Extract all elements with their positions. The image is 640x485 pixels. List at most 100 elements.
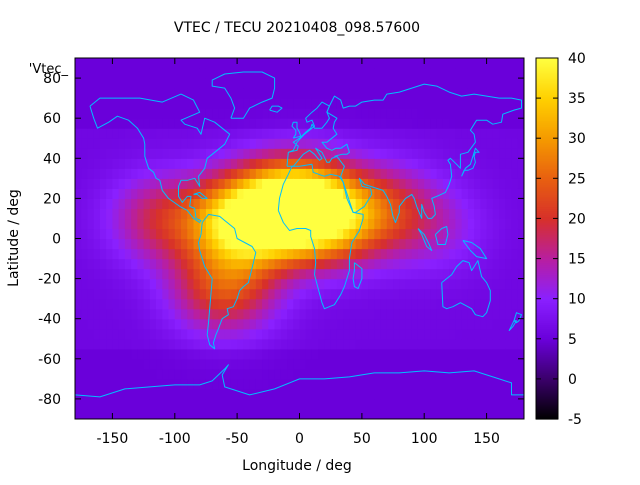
heatmap-cell bbox=[274, 68, 282, 79]
heatmap-cell bbox=[436, 238, 444, 250]
heatmap-cell bbox=[505, 168, 513, 179]
heatmap-cell bbox=[230, 148, 238, 159]
heatmap-cell bbox=[118, 128, 126, 139]
heatmap-cell bbox=[280, 348, 288, 360]
heatmap-cell bbox=[187, 318, 195, 330]
heatmap-cell bbox=[380, 398, 388, 410]
heatmap-cell bbox=[262, 268, 269, 280]
heatmap-cell bbox=[205, 168, 213, 179]
heatmap-cell bbox=[380, 78, 388, 89]
heatmap-cell bbox=[149, 358, 157, 370]
heatmap-cell bbox=[374, 388, 382, 400]
heatmap-cell bbox=[436, 218, 444, 230]
heatmap-cell bbox=[224, 158, 232, 169]
heatmap-cell bbox=[224, 338, 232, 350]
heatmap-cell bbox=[393, 328, 400, 340]
heatmap-cell bbox=[330, 268, 338, 280]
heatmap-cell bbox=[293, 178, 301, 189]
heatmap-cell bbox=[156, 78, 163, 89]
heatmap-cell bbox=[156, 188, 163, 199]
heatmap-cell bbox=[181, 348, 188, 360]
heatmap-cell bbox=[293, 188, 301, 199]
colorbar-segment bbox=[536, 92, 558, 95]
heatmap-cell bbox=[380, 318, 388, 330]
heatmap-cell bbox=[118, 58, 126, 69]
heatmap-cell bbox=[99, 118, 107, 129]
heatmap-cell bbox=[399, 378, 407, 390]
heatmap-cell bbox=[393, 308, 400, 320]
colorbar-segment bbox=[536, 214, 558, 218]
heatmap-cell bbox=[193, 388, 201, 400]
heatmap-cell bbox=[349, 158, 357, 169]
heatmap-cell bbox=[343, 198, 350, 210]
colorbar-segment bbox=[536, 116, 558, 119]
heatmap-cell bbox=[336, 118, 344, 129]
heatmap-cell bbox=[87, 98, 95, 109]
heatmap-cell bbox=[455, 228, 463, 240]
heatmap-cell bbox=[361, 148, 369, 159]
heatmap-cell bbox=[199, 108, 207, 119]
heatmap-cell bbox=[417, 328, 425, 340]
heatmap-cell bbox=[187, 198, 195, 210]
heatmap-cell bbox=[492, 258, 500, 270]
heatmap-cell bbox=[218, 188, 226, 199]
heatmap-cell bbox=[218, 198, 226, 210]
heatmap-cell bbox=[511, 298, 519, 310]
heatmap-cell bbox=[87, 188, 95, 199]
heatmap-cell bbox=[224, 198, 232, 210]
colorbar-segment bbox=[536, 60, 558, 63]
heatmap-cell bbox=[486, 148, 494, 159]
heatmap-cell bbox=[442, 218, 450, 230]
heatmap-cell bbox=[93, 278, 101, 290]
heatmap-cell bbox=[424, 178, 432, 189]
heatmap-cell bbox=[380, 248, 388, 260]
heatmap-cell bbox=[262, 258, 269, 270]
heatmap-cell bbox=[187, 188, 195, 199]
heatmap-cell bbox=[430, 108, 438, 119]
heatmap-cell bbox=[293, 368, 301, 380]
heatmap-cell bbox=[212, 98, 220, 109]
chart-title: VTEC / TECU 20210408_098.57600 bbox=[174, 20, 420, 36]
heatmap-cell bbox=[274, 328, 282, 340]
heatmap-cell bbox=[81, 138, 89, 149]
colorbar-segment bbox=[536, 292, 558, 296]
heatmap-cell bbox=[118, 378, 126, 390]
heatmap-cell bbox=[424, 188, 432, 199]
heatmap-cell bbox=[343, 408, 350, 419]
heatmap-cell bbox=[505, 208, 513, 220]
heatmap-cell bbox=[249, 288, 257, 300]
heatmap-cell bbox=[255, 218, 263, 230]
heatmap-cell bbox=[374, 298, 382, 310]
heatmap-cell bbox=[112, 358, 120, 370]
heatmap-cell bbox=[237, 108, 244, 119]
heatmap-cell bbox=[355, 238, 363, 250]
heatmap-cell bbox=[212, 358, 220, 370]
heatmap-cell bbox=[137, 348, 145, 360]
heatmap-cell bbox=[262, 218, 269, 230]
heatmap-cell bbox=[480, 388, 488, 400]
heatmap-cell bbox=[455, 328, 463, 340]
heatmap-cell bbox=[124, 268, 132, 280]
heatmap-cell bbox=[199, 398, 207, 410]
colorbar-segment bbox=[536, 314, 558, 318]
heatmap-cell bbox=[168, 228, 176, 240]
heatmap-cell bbox=[393, 198, 400, 210]
heatmap-cell bbox=[156, 248, 163, 260]
heatmap-cell bbox=[517, 138, 524, 149]
heatmap-cell bbox=[299, 348, 307, 360]
colorbar-segment bbox=[536, 138, 558, 141]
heatmap-cell bbox=[181, 378, 188, 390]
heatmap-cell bbox=[99, 398, 107, 410]
heatmap-cell bbox=[374, 248, 382, 260]
heatmap-cell bbox=[112, 128, 120, 139]
colorbar-segment bbox=[536, 152, 558, 155]
heatmap-cell bbox=[162, 128, 170, 139]
heatmap-cell bbox=[417, 98, 425, 109]
heatmap-cell bbox=[393, 128, 400, 139]
y-tick-label: -60 bbox=[38, 352, 61, 368]
heatmap-cell bbox=[505, 398, 513, 410]
heatmap-cell bbox=[205, 118, 213, 129]
heatmap-cell bbox=[124, 138, 132, 149]
heatmap-cell bbox=[174, 98, 182, 109]
heatmap-cell bbox=[124, 188, 132, 199]
